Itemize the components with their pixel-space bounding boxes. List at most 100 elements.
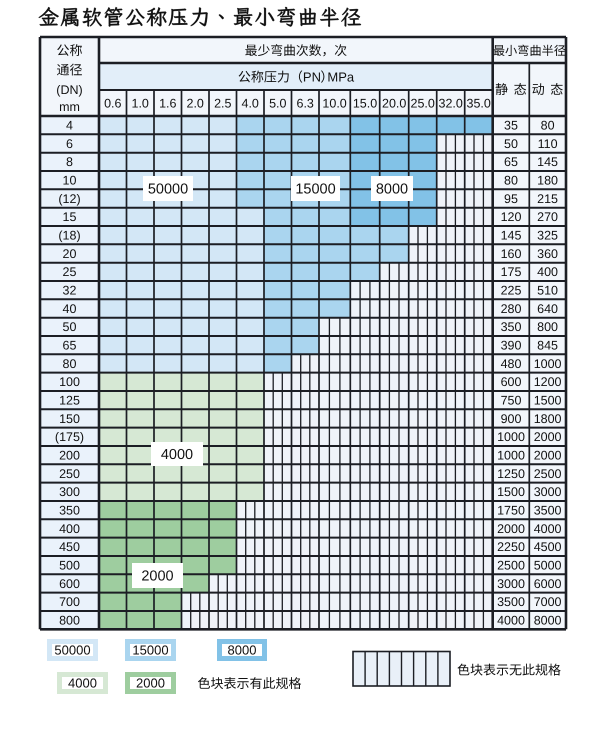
svg-text:1000: 1000 — [497, 430, 525, 444]
svg-text:250: 250 — [59, 467, 80, 481]
svg-text:35: 35 — [504, 119, 518, 133]
svg-text:350: 350 — [59, 504, 80, 518]
svg-text:2000: 2000 — [497, 522, 525, 536]
svg-text:1750: 1750 — [497, 504, 525, 518]
svg-text:2.5: 2.5 — [214, 97, 231, 111]
svg-text:180: 180 — [537, 174, 558, 188]
svg-text:900: 900 — [501, 412, 522, 426]
svg-text:2000: 2000 — [141, 569, 173, 585]
svg-text:325: 325 — [537, 229, 558, 243]
svg-text:6000: 6000 — [534, 577, 562, 591]
svg-text:2000: 2000 — [534, 430, 562, 444]
svg-text:510: 510 — [537, 284, 558, 298]
svg-text:50: 50 — [63, 320, 77, 334]
svg-text:845: 845 — [537, 339, 558, 353]
svg-text:225: 225 — [501, 284, 522, 298]
svg-text:mm: mm — [59, 100, 80, 114]
svg-text:175: 175 — [501, 265, 522, 279]
svg-text:120: 120 — [501, 210, 522, 224]
svg-text:125: 125 — [59, 394, 80, 408]
svg-text:1.6: 1.6 — [159, 97, 176, 111]
svg-text:500: 500 — [59, 559, 80, 573]
svg-text:8000: 8000 — [376, 182, 408, 198]
svg-text:3000: 3000 — [497, 577, 525, 591]
svg-text:15.0: 15.0 — [353, 97, 377, 111]
svg-text:390: 390 — [501, 339, 522, 353]
svg-text:2500: 2500 — [534, 467, 562, 481]
svg-text:80: 80 — [504, 174, 518, 188]
svg-text:40: 40 — [63, 302, 77, 316]
svg-text:5.0: 5.0 — [269, 97, 286, 111]
svg-text:215: 215 — [537, 192, 558, 206]
svg-text:32.0: 32.0 — [439, 97, 463, 111]
svg-text:15: 15 — [63, 210, 77, 224]
svg-text:800: 800 — [537, 320, 558, 334]
svg-text:600: 600 — [59, 577, 80, 591]
svg-text:20.0: 20.0 — [382, 97, 406, 111]
svg-text:(175): (175) — [55, 430, 84, 444]
svg-text:450: 450 — [59, 540, 80, 554]
svg-text:6: 6 — [66, 137, 73, 151]
svg-text:1200: 1200 — [534, 375, 562, 389]
svg-text:50: 50 — [504, 137, 518, 151]
svg-text:1000: 1000 — [497, 449, 525, 463]
svg-text:2250: 2250 — [497, 540, 525, 554]
svg-text:32: 32 — [63, 284, 77, 298]
svg-text:100: 100 — [59, 375, 80, 389]
svg-text:10.0: 10.0 — [322, 97, 346, 111]
svg-text:3500: 3500 — [497, 595, 525, 609]
svg-text:2000: 2000 — [136, 676, 165, 691]
svg-text:360: 360 — [537, 247, 558, 261]
svg-text:4000: 4000 — [534, 522, 562, 536]
svg-text:480: 480 — [501, 357, 522, 371]
svg-text:750: 750 — [501, 394, 522, 408]
svg-text:1800: 1800 — [534, 412, 562, 426]
svg-text:MPa: MPa — [327, 70, 355, 85]
svg-text:1250: 1250 — [497, 467, 525, 481]
svg-text:95: 95 — [504, 192, 518, 206]
svg-text:7000: 7000 — [534, 595, 562, 609]
svg-text:4.0: 4.0 — [242, 97, 259, 111]
svg-text:4000: 4000 — [68, 676, 97, 691]
svg-text:25.0: 25.0 — [411, 97, 435, 111]
svg-text:2000: 2000 — [534, 449, 562, 463]
svg-text:110: 110 — [538, 137, 558, 151]
svg-text:8: 8 — [66, 155, 73, 169]
svg-text:3000: 3000 — [534, 485, 562, 499]
svg-text:150: 150 — [59, 412, 80, 426]
svg-text:25: 25 — [63, 265, 77, 279]
svg-text:PN: PN — [303, 70, 321, 85]
svg-text:20: 20 — [63, 247, 77, 261]
svg-text:160: 160 — [501, 247, 522, 261]
svg-text:15000: 15000 — [295, 182, 335, 198]
svg-text:1500: 1500 — [497, 485, 525, 499]
svg-text:8000: 8000 — [534, 614, 562, 628]
svg-text:145: 145 — [501, 229, 522, 243]
svg-text:200: 200 — [59, 449, 80, 463]
svg-text:2.0: 2.0 — [187, 97, 204, 111]
svg-text:(12): (12) — [58, 192, 80, 206]
svg-text:400: 400 — [59, 522, 80, 536]
svg-text:50000: 50000 — [148, 182, 188, 198]
svg-text:4000: 4000 — [161, 447, 193, 463]
svg-text:400: 400 — [537, 265, 558, 279]
svg-text:6.3: 6.3 — [297, 97, 314, 111]
svg-text:8000: 8000 — [228, 643, 257, 658]
svg-text:5000: 5000 — [534, 559, 562, 573]
svg-text:600: 600 — [501, 375, 522, 389]
svg-text:(18): (18) — [58, 229, 80, 243]
svg-text:800: 800 — [59, 614, 80, 628]
svg-text:350: 350 — [501, 320, 522, 334]
svg-text:300: 300 — [59, 485, 80, 499]
svg-text:700: 700 — [59, 595, 80, 609]
svg-text:65: 65 — [504, 155, 518, 169]
svg-text:35.0: 35.0 — [467, 97, 491, 111]
svg-text:4: 4 — [66, 119, 73, 133]
svg-text:145: 145 — [537, 155, 558, 169]
svg-text:4500: 4500 — [534, 540, 562, 554]
svg-text:80: 80 — [541, 119, 555, 133]
svg-text:15000: 15000 — [132, 643, 168, 658]
svg-text:640: 640 — [537, 302, 558, 316]
svg-text:65: 65 — [63, 339, 77, 353]
svg-text:80: 80 — [63, 357, 77, 371]
